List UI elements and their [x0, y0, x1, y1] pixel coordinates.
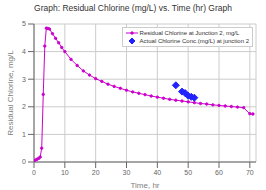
- svg-text:60: 60: [215, 169, 223, 176]
- svg-text:70: 70: [246, 169, 254, 176]
- svg-text:0: 0: [32, 169, 36, 176]
- svg-text:4: 4: [22, 48, 26, 55]
- svg-text:1: 1: [22, 131, 26, 138]
- html-text:Graph: Residual Chlorine (mg/L: Graph: Residual Chlorine (mg/L) vs. Time…: [34, 3, 232, 13]
- svg-text:2: 2: [22, 103, 26, 110]
- svg-text:Residual Chlorine, mg/L: Residual Chlorine, mg/L: [8, 50, 15, 136]
- svg-text:3: 3: [22, 76, 26, 83]
- html-text:Residual Chlorine at Junction: Residual Chlorine at Junction 2, mg/L: [139, 30, 240, 36]
- svg-text:40: 40: [153, 169, 161, 176]
- svg-text:10: 10: [61, 169, 69, 176]
- svg-text:30: 30: [123, 169, 131, 176]
- svg-text:0: 0: [22, 158, 26, 165]
- svg-text:5: 5: [22, 20, 26, 27]
- html-text:Actual Chlorine Conc.(mg/L) at: Actual Chlorine Conc.(mg/L) at junction …: [139, 38, 249, 44]
- svg-text:50: 50: [184, 169, 192, 176]
- svg-text:20: 20: [92, 169, 100, 176]
- svg-text:Time, hr: Time, hr: [130, 181, 159, 190]
